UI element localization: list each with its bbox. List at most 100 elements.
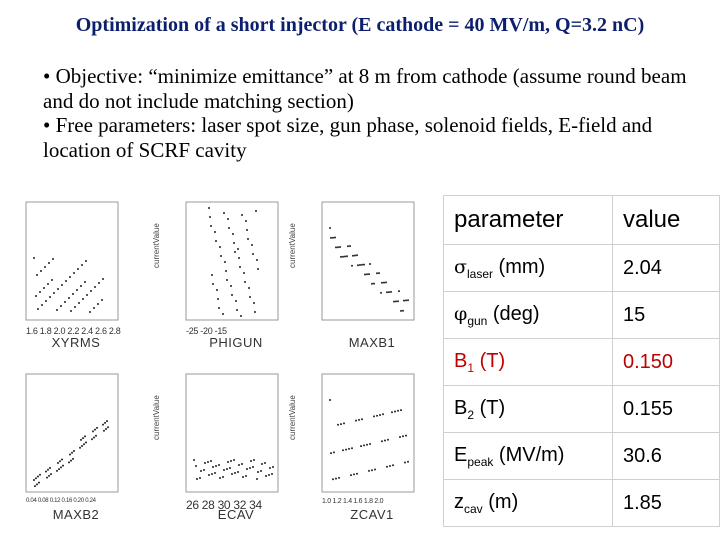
header-value: value (612, 195, 720, 245)
scatter-point (252, 466, 254, 468)
scatter-point (225, 270, 227, 272)
param-name: Epeak (MV/m) (443, 432, 613, 480)
scatter-point (38, 481, 40, 484)
scatter-point (271, 473, 273, 475)
scatter-plot-phigun: currentValue -25 -20 -15 PHIGUN (152, 198, 282, 358)
scatter-point (234, 472, 236, 474)
scatter-point (35, 295, 37, 297)
scatter-point (264, 462, 266, 464)
plot-frame (185, 373, 279, 493)
scatter-point (355, 419, 357, 422)
scatter-point (332, 236, 334, 239)
scatter-point (403, 299, 405, 302)
plot-xlabel: MAXB2 (52, 507, 100, 522)
plot-ylabel: currentValue (288, 395, 297, 440)
scatter-point (368, 273, 370, 276)
scatter-point (104, 421, 106, 424)
scatter-point (39, 291, 41, 293)
scatter-point (209, 216, 211, 218)
scatter-point (98, 282, 100, 284)
table-row: σlaser (mm) 2.04 (443, 244, 720, 292)
scatter-point (48, 474, 50, 477)
param-value: 30.6 (612, 432, 720, 480)
scatter-point (333, 451, 335, 454)
scatter-point (384, 439, 386, 442)
scatter-point (241, 463, 243, 465)
param-subscript: laser (466, 266, 493, 281)
scatter-point (338, 476, 340, 479)
scatter-point (61, 284, 63, 286)
scatter-point (382, 413, 384, 416)
scatter-point (69, 453, 71, 456)
scatter-point (44, 266, 46, 268)
scatter-point (82, 437, 84, 440)
scatter-point (68, 461, 70, 464)
scatter-point (216, 289, 218, 291)
scatter-point (330, 452, 332, 455)
plot-axes-frame (185, 373, 279, 493)
scatter-point (394, 410, 396, 413)
scatter-point (36, 483, 38, 486)
scatter-point (231, 294, 233, 296)
scatter-point (397, 409, 399, 412)
scatter-point (407, 460, 409, 463)
scatter-point (329, 399, 331, 401)
param-symbol: B (454, 349, 468, 372)
scatter-point (244, 281, 246, 283)
scatter-point (405, 434, 407, 437)
scatter-point (253, 459, 255, 461)
scatter-point (48, 262, 50, 264)
scatter-point (228, 227, 230, 229)
scatter-point (49, 296, 51, 298)
scatter-point (212, 283, 214, 285)
plot-xlabel: PHIGUN (209, 335, 263, 350)
param-unit: (deg) (487, 302, 540, 325)
scatter-point (237, 471, 239, 473)
scatter-point (200, 470, 202, 472)
scatter-point (340, 255, 342, 258)
scatter-point (229, 467, 231, 469)
slide-title: Optimization of a short injector (E cath… (75, 14, 645, 36)
plot-axes-frame (185, 201, 279, 321)
scatter-point (59, 460, 61, 463)
scatter-point (233, 242, 235, 244)
header-parameter: parameter (443, 195, 613, 245)
param-value: 1.85 (612, 479, 720, 527)
scatter-point (49, 467, 51, 469)
scatter-point (217, 298, 219, 300)
scatter-point (72, 457, 74, 460)
param-symbol: E (454, 443, 468, 466)
scatter-point (353, 473, 355, 476)
plot-frame (25, 201, 119, 321)
scatter-point (193, 459, 195, 461)
scatter-point (93, 436, 95, 439)
scatter-point (347, 245, 349, 248)
scatter-point (227, 218, 229, 220)
plot-xlabel: MAXB1 (348, 335, 396, 350)
scatter-point (199, 477, 201, 479)
scatter-point (252, 253, 254, 255)
scatter-point (369, 443, 371, 445)
scatter-point (339, 246, 341, 248)
scatter-point (43, 287, 45, 289)
scatter-point (393, 300, 395, 303)
param-subscript: gun (467, 313, 488, 328)
scatter-point (94, 428, 96, 431)
scatter-point (220, 255, 222, 257)
scatter-point (373, 282, 375, 285)
scatter-point (223, 469, 225, 471)
scatter-point (373, 415, 375, 418)
scatter-point (348, 447, 350, 450)
scatter-point (81, 264, 83, 266)
scatter-point (234, 251, 236, 253)
scatter-point (379, 414, 381, 416)
scatter-point (256, 478, 258, 480)
scatter-point (72, 293, 74, 295)
scatter-point (36, 274, 38, 276)
scatter-point (340, 423, 342, 426)
scatter-point (354, 254, 356, 257)
scatter-point (33, 257, 35, 259)
scatter-point (62, 464, 64, 467)
plot-xlabel: ZCAV1 (350, 507, 394, 522)
scatter-point (356, 472, 358, 475)
